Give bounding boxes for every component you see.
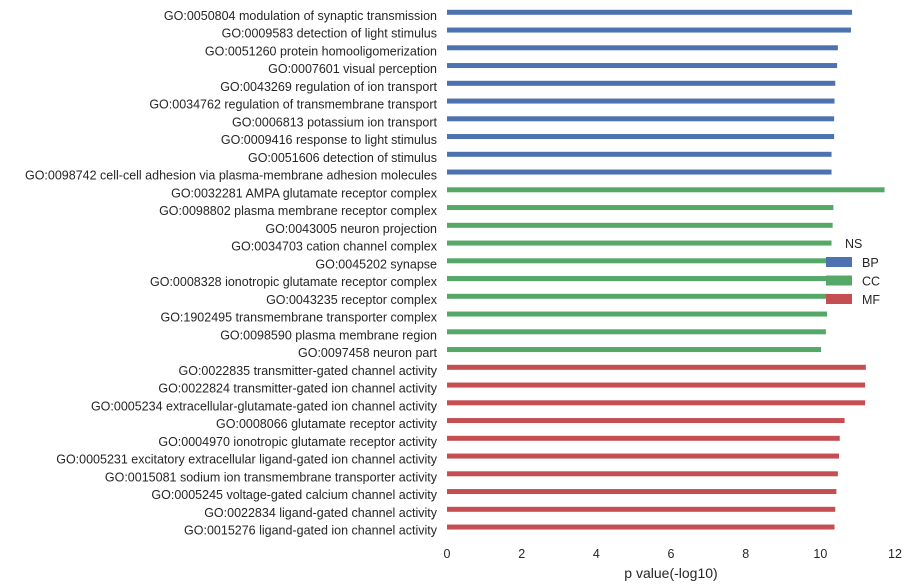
category-label: GO:0007601 visual perception <box>268 62 437 76</box>
bar-mf-8 <box>447 506 836 512</box>
category-label: GO:0015276 ligand-gated ion channel acti… <box>184 524 438 538</box>
bar-cc-2 <box>447 222 833 228</box>
category-label: GO:0009583 detection of light stimulus <box>222 27 437 41</box>
bar-cc-5 <box>447 276 830 282</box>
legend-title: NS <box>845 237 862 251</box>
bar-cc-1 <box>447 205 834 211</box>
category-label: GO:0098590 plasma membrane region <box>220 328 437 342</box>
bar-cc-4 <box>447 258 831 264</box>
x-axis-ticks: 0 2 4 6 8 10 12 <box>444 547 902 561</box>
category-label: GO:0051606 detection of stimulus <box>248 151 437 165</box>
bar-bp-1 <box>447 27 851 33</box>
bar-bp-6 <box>447 116 835 122</box>
category-label: GO:0098802 plasma membrane receptor comp… <box>159 204 438 218</box>
category-label: GO:0034703 cation channel complex <box>231 240 437 254</box>
bar-mf-1 <box>447 382 866 388</box>
bar-cc-0 <box>447 187 885 193</box>
legend-label-bp: BP <box>862 256 879 270</box>
bar-mf-7 <box>447 489 837 495</box>
bar-cc-6 <box>447 293 829 299</box>
category-label: GO:0005231 excitatory extracellular liga… <box>56 453 438 467</box>
category-label: GO:0022835 transmitter-gated channel act… <box>179 364 438 378</box>
x-tick-label: 6 <box>668 547 675 561</box>
category-label: GO:0050804 modulation of synaptic transm… <box>164 9 437 23</box>
bar-cc-8 <box>447 329 826 335</box>
bar-bp-3 <box>447 63 838 69</box>
bar-bp-8 <box>447 151 832 157</box>
category-label: GO:0045202 synapse <box>315 257 437 271</box>
legend-swatch-bp <box>826 257 852 267</box>
category-label: GO:0009416 response to light stimulus <box>221 133 437 147</box>
legend-label-cc: CC <box>862 275 880 289</box>
bar-bp-0 <box>447 9 853 15</box>
bar-mf-6 <box>447 471 838 477</box>
category-label: GO:0034762 regulation of transmembrane t… <box>149 98 437 112</box>
bar-cc-3 <box>447 240 832 246</box>
bar-bp-9 <box>447 169 832 175</box>
category-label: GO:0008066 glutamate receptor activity <box>216 417 438 431</box>
x-tick-label: 12 <box>888 547 902 561</box>
bar-mf-2 <box>447 400 866 406</box>
legend: NS BP CC MF <box>826 237 880 307</box>
category-label: GO:0005234 extracellular-glutamate-gated… <box>91 399 438 413</box>
x-axis-title: p value(-log10) <box>624 565 717 581</box>
category-label: GO:0051260 protein homooligomerization <box>205 44 437 58</box>
category-label: GO:0005245 voltage-gated calcium channel… <box>151 488 437 502</box>
category-labels: GO:0050804 modulation of synaptic transm… <box>25 9 438 538</box>
x-tick-label: 4 <box>593 547 600 561</box>
legend-swatch-mf <box>826 294 852 304</box>
category-label: GO:1902495 transmembrane transporter com… <box>160 311 437 325</box>
category-label: GO:0022834 ligand-gated channel activity <box>204 506 438 520</box>
category-label: GO:0097458 neuron part <box>298 346 438 360</box>
bar-cc-7 <box>447 311 828 317</box>
bar-mf-5 <box>447 453 839 459</box>
category-label: GO:0004970 ionotropic glutamate receptor… <box>158 435 437 449</box>
bar-mf-3 <box>447 418 845 424</box>
bars-group <box>447 9 885 530</box>
bar-mf-9 <box>447 524 835 530</box>
x-tick-label: 0 <box>444 547 451 561</box>
bar-mf-0 <box>447 364 866 370</box>
category-label: GO:0032281 AMPA glutamate receptor compl… <box>171 186 438 200</box>
category-label: GO:0022824 transmitter-gated ion channel… <box>158 382 437 396</box>
category-label: GO:0043235 receptor complex <box>266 293 438 307</box>
bar-bp-4 <box>447 80 836 86</box>
x-tick-label: 10 <box>813 547 827 561</box>
category-label: GO:0015081 sodium ion transmembrane tran… <box>105 470 438 484</box>
category-label: GO:0098742 cell-cell adhesion via plasma… <box>25 169 437 183</box>
bar-bp-7 <box>447 134 835 140</box>
bar-mf-4 <box>447 435 840 441</box>
category-label: GO:0006813 potassium ion transport <box>232 115 438 129</box>
bar-cc-9 <box>447 347 822 353</box>
bar-bp-2 <box>447 45 838 51</box>
category-label: GO:0043005 neuron projection <box>265 222 437 236</box>
legend-swatch-cc <box>826 275 852 286</box>
x-tick-label: 8 <box>742 547 749 561</box>
x-tick-label: 2 <box>518 547 525 561</box>
category-label: GO:0008328 ionotropic glutamate receptor… <box>150 275 438 289</box>
category-label: GO:0043269 regulation of ion transport <box>220 80 437 94</box>
legend-label-mf: MF <box>862 293 880 307</box>
bar-bp-5 <box>447 98 835 104</box>
